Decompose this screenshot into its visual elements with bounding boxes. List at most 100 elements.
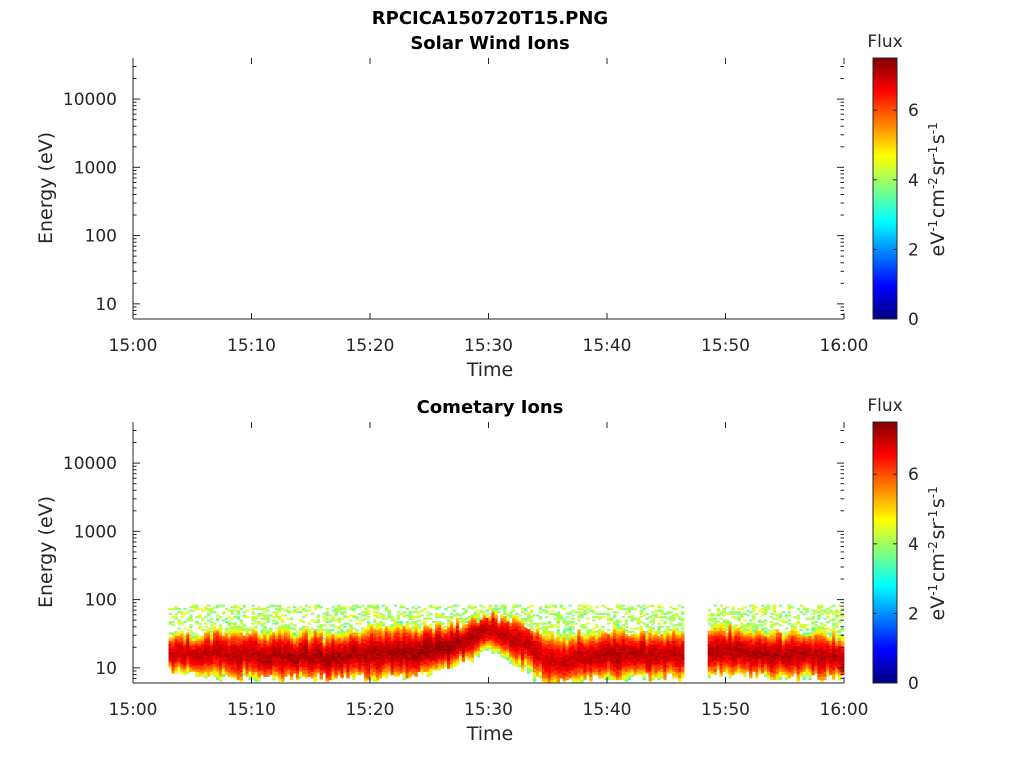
spectrogram-cell xyxy=(476,617,481,620)
spectrogram-cell xyxy=(532,668,537,671)
spectrogram-cell xyxy=(254,642,258,645)
spectrogram-cell xyxy=(204,668,208,671)
spectrogram-cell xyxy=(171,607,175,610)
spectrogram-cell xyxy=(195,607,199,610)
spectrogram-cell xyxy=(580,653,584,656)
spectrogram-cell xyxy=(334,625,338,628)
spectrogram-cell xyxy=(568,635,572,638)
spectrogram-cell xyxy=(538,660,543,663)
spectrogram-cell xyxy=(287,658,291,661)
spectrogram-cell xyxy=(547,676,552,679)
spectrogram-cell xyxy=(221,660,226,663)
spectrogram-cell xyxy=(390,653,395,656)
spectrogram-cell xyxy=(521,619,525,622)
spectrogram-cell xyxy=(254,637,258,640)
spectrogram-cell xyxy=(601,656,605,659)
spectrogram-cell xyxy=(263,637,267,640)
spectrogram-cell xyxy=(230,637,235,640)
spectrogram-cell xyxy=(364,652,368,655)
spectrogram-cell xyxy=(381,655,386,658)
spectrogram-cell xyxy=(556,634,560,637)
spectrogram-cell xyxy=(529,660,534,663)
spectrogram-cell xyxy=(524,655,528,658)
spectrogram-cell xyxy=(562,617,566,620)
spectrogram-cell xyxy=(565,676,569,679)
spectrogram-cell xyxy=(186,660,190,663)
spectrogram-cell xyxy=(417,652,421,655)
spectrogram-cell xyxy=(177,645,181,648)
spectrogram-cell xyxy=(254,665,258,668)
spectrogram-cell xyxy=(331,668,335,671)
spectrogram-cell xyxy=(497,622,501,625)
spectrogram-cell xyxy=(316,661,321,664)
spectrogram-cell xyxy=(192,638,196,641)
spectrogram-cell xyxy=(295,607,300,610)
spectrogram-cell xyxy=(340,629,344,632)
spectrogram-cell xyxy=(580,643,584,646)
spectrogram-cell xyxy=(171,637,175,640)
spectrogram-cell xyxy=(441,627,445,630)
spectrogram-cell xyxy=(435,622,439,625)
spectrogram-cell xyxy=(168,632,172,635)
spectrogram-cell xyxy=(411,673,415,676)
spectrogram-cell xyxy=(550,624,555,627)
spectrogram-cell xyxy=(429,629,433,632)
spectrogram-cell xyxy=(444,665,448,668)
spectrogram-cell xyxy=(527,612,531,615)
spectrogram-cell xyxy=(370,669,374,672)
spectrogram-cell xyxy=(352,604,356,607)
spectrogram-cell xyxy=(411,648,415,651)
spectrogram-cell xyxy=(367,660,371,663)
spectrogram-cell xyxy=(370,627,374,630)
spectrogram-cell xyxy=(207,671,211,674)
spectrogram-cell xyxy=(571,658,575,661)
spectrogram-cell xyxy=(233,655,238,658)
spectrogram-cell xyxy=(527,665,531,668)
spectrogram-cell xyxy=(476,647,481,650)
spectrogram-cell xyxy=(524,634,528,637)
spectrogram-cell xyxy=(313,650,318,653)
spectrogram-cell xyxy=(372,650,377,653)
spectrogram-cell xyxy=(384,655,389,658)
spectrogram-cell xyxy=(198,643,202,646)
spectrogram-cell xyxy=(390,663,395,666)
spectrogram-cell xyxy=(515,661,519,664)
spectrogram-cell xyxy=(358,652,362,655)
spectrogram-cell xyxy=(476,640,481,643)
spectrogram-cell xyxy=(441,661,445,664)
spectrogram-cell xyxy=(390,650,395,653)
spectrogram-cell xyxy=(550,663,555,666)
spectrogram-cell xyxy=(307,635,312,638)
spectrogram-cell xyxy=(198,655,202,658)
spectrogram-cell xyxy=(180,643,184,646)
spectrogram-cell xyxy=(553,676,558,679)
spectrogram-cell xyxy=(589,661,593,664)
spectrogram-cell xyxy=(168,648,172,651)
spectrogram-cell xyxy=(521,643,525,646)
spectrogram-cell xyxy=(512,642,516,645)
spectrogram-cell xyxy=(340,647,344,650)
spectrogram-cell xyxy=(405,622,409,625)
spectrogram-cell xyxy=(565,665,569,668)
spectrogram-cell xyxy=(449,663,454,666)
spectrogram-cell xyxy=(375,624,380,627)
spectrogram-cell xyxy=(227,653,232,656)
spectrogram-cell xyxy=(325,611,329,614)
spectrogram-cell xyxy=(562,622,566,625)
spectrogram-cell xyxy=(556,629,560,632)
spectrogram-cell xyxy=(233,650,238,653)
spectrogram-cell xyxy=(189,658,193,661)
spectrogram-cell xyxy=(568,640,572,643)
spectrogram-cell xyxy=(384,665,389,668)
spectrogram-cell xyxy=(402,652,406,655)
spectrogram-cell xyxy=(272,678,276,681)
spectrogram-cell xyxy=(470,621,475,624)
spectrogram-cell xyxy=(411,621,415,624)
spectrogram-cell xyxy=(387,658,392,661)
spectrogram-cell xyxy=(352,656,356,659)
spectrogram-cell xyxy=(248,640,252,643)
spectrogram-cell xyxy=(290,660,294,663)
spectrogram-cell xyxy=(435,612,439,615)
spectrogram-cell xyxy=(411,640,415,643)
spectrogram-cell xyxy=(195,606,199,609)
